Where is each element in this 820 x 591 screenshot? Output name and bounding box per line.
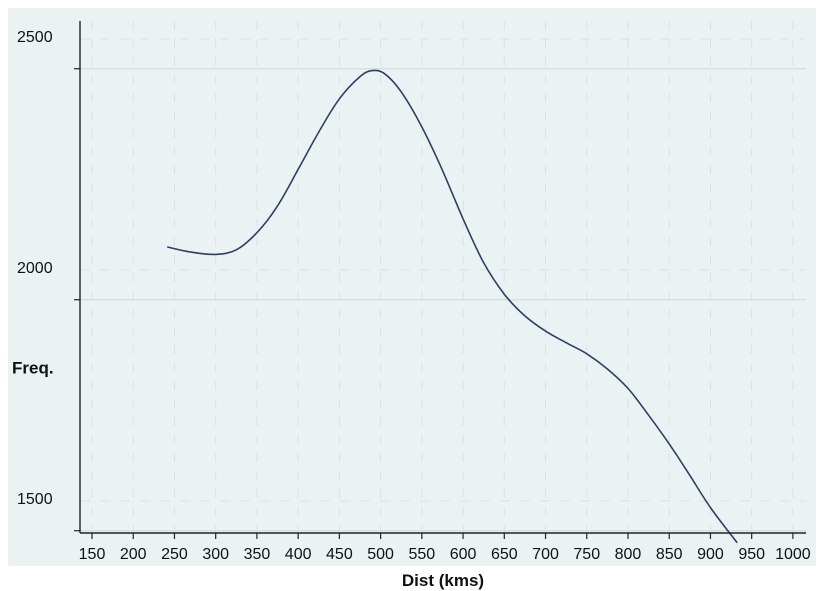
y-axis-title: Freq. xyxy=(12,359,54,378)
x-tick-label: 1000 xyxy=(775,546,811,563)
x-tick-label: 900 xyxy=(697,546,724,563)
series-line xyxy=(167,69,738,544)
plot-area-background xyxy=(80,21,806,533)
x-tick-label: 750 xyxy=(573,546,600,563)
x-axis-ticks: 150 200 250 300 350 400 450 500 550 600 650 700 750 8… xyxy=(79,533,811,563)
x-tick-label: 450 xyxy=(326,546,353,563)
y-tick-label: 1500 xyxy=(17,491,53,508)
y-tick-label: 2500 xyxy=(17,29,53,46)
x-tick-label: 500 xyxy=(367,546,394,563)
x-tick-label: 250 xyxy=(161,546,188,563)
grid-lines xyxy=(80,21,806,533)
y-axis-ticks: 1500 2000 2500 xyxy=(17,29,80,532)
x-tick-label: 600 xyxy=(450,546,477,563)
x-tick-label: 300 xyxy=(202,546,229,563)
x-tick-label: 150 xyxy=(79,546,106,563)
x-tick-label: 350 xyxy=(244,546,271,563)
x-tick-label: 950 xyxy=(738,546,765,563)
x-tick-label: 550 xyxy=(408,546,435,563)
x-tick-label: 800 xyxy=(615,546,642,563)
x-tick-label: 400 xyxy=(285,546,312,563)
x-axis-title: Dist (kms) xyxy=(402,571,484,590)
x-tick-label: 650 xyxy=(491,546,518,563)
x-tick-label: 200 xyxy=(120,546,147,563)
series-layer xyxy=(167,69,738,544)
y-tick-label: 2000 xyxy=(17,260,53,277)
x-tick-label: 850 xyxy=(656,546,683,563)
x-tick-label: 700 xyxy=(532,546,559,563)
